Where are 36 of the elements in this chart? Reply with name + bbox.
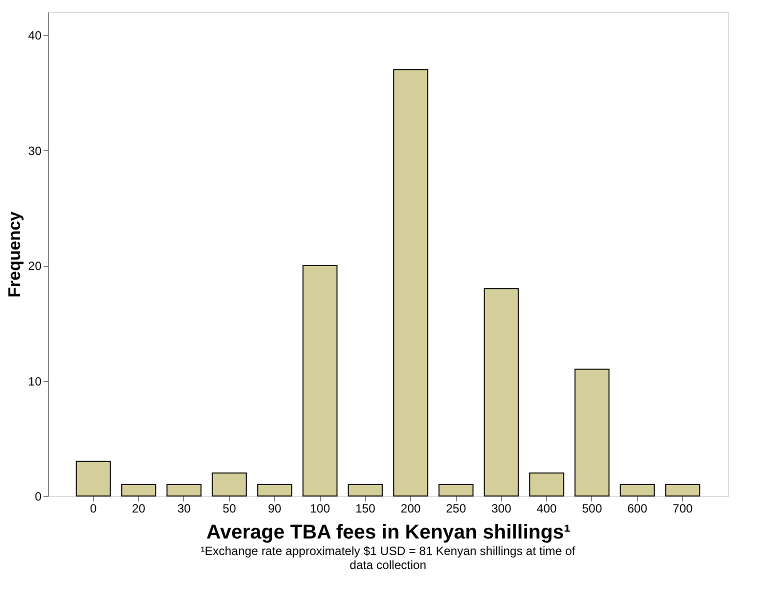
x-tick-label: 500	[582, 502, 602, 516]
y-tick-label: 10	[28, 374, 42, 388]
bar	[76, 460, 111, 496]
x-tick-label: 90	[268, 502, 282, 516]
x-tick-label: 400	[536, 502, 557, 516]
bar	[302, 265, 338, 496]
bar	[574, 368, 610, 496]
bar	[529, 472, 564, 496]
bar	[665, 484, 700, 496]
bar	[484, 288, 519, 496]
x-tick-label: 250	[446, 502, 466, 516]
bar	[620, 484, 655, 496]
y-axis-title: Frequency	[5, 210, 24, 298]
x-tick-label: 30	[177, 502, 191, 516]
bar	[212, 472, 247, 496]
x-tick-label: 150	[355, 502, 376, 516]
x-tick-label: 700	[672, 502, 693, 516]
x-tick-label: 600	[627, 502, 648, 516]
x-tick-label: 300	[491, 502, 512, 516]
bar	[121, 484, 156, 496]
y-tick-label: 20	[28, 259, 42, 274]
bar	[348, 484, 383, 496]
x-tick-label: 50	[222, 502, 236, 516]
bar	[166, 484, 202, 496]
y-tick-label: 40	[28, 28, 42, 43]
bar	[393, 69, 428, 496]
x-tick-label: 200	[400, 502, 421, 516]
x-tick-label: 20	[132, 502, 146, 516]
bar	[438, 484, 474, 496]
text: ¹Exchange rate approximately $1 USD = 81 Kenyan shillings at time of data collection	[200, 544, 576, 572]
x-tick-label: 0	[90, 502, 97, 516]
bar	[257, 484, 292, 496]
y-tick-label: 30	[28, 144, 42, 158]
x-axis-title: Average TBA fees in Kenyan shillings¹	[206, 522, 571, 544]
x-tick-label: 100	[310, 502, 330, 516]
y-tick-label: 0	[34, 490, 42, 504]
